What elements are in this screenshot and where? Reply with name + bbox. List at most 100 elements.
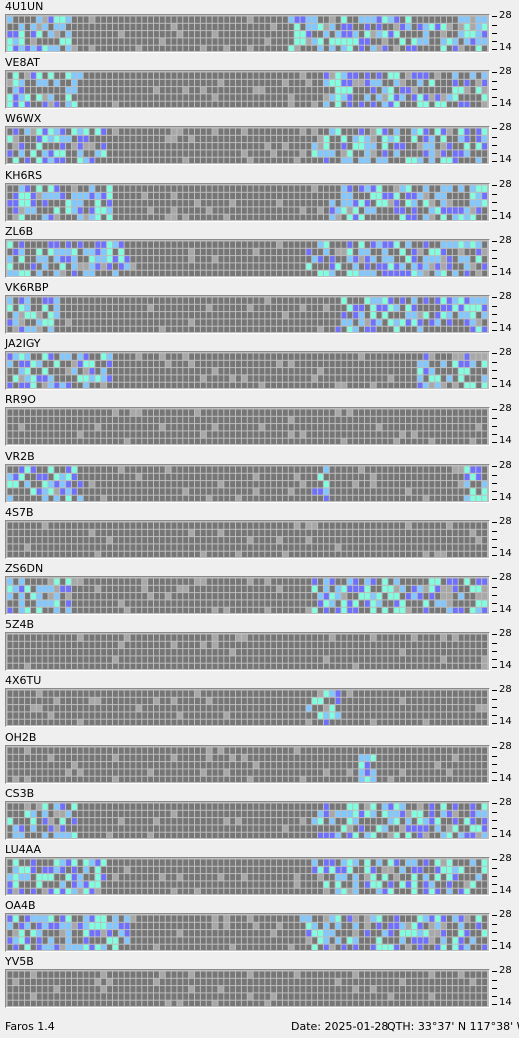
activity-cell [107, 241, 112, 248]
activity-cell [329, 241, 335, 248]
activity-cell [376, 522, 382, 529]
activity-cell [312, 593, 318, 600]
activity-cell [189, 585, 195, 593]
activity-cell [364, 136, 370, 143]
activity-cell [218, 634, 224, 641]
activity-cell [405, 529, 411, 536]
activity-cell [71, 143, 77, 150]
activity-cell [452, 480, 458, 487]
activity-cell [388, 382, 394, 389]
activity-cell [335, 72, 341, 79]
activity-cell [271, 424, 277, 431]
activity-cell [241, 23, 247, 31]
activity-cell [271, 297, 277, 304]
activity-cell [376, 641, 382, 649]
activity-cell [294, 544, 300, 551]
activity-cell [370, 600, 376, 607]
activity-cell [341, 304, 347, 312]
activity-cell [54, 649, 60, 656]
activity-cell [423, 72, 429, 79]
band-activity-grid [5, 182, 490, 222]
activity-cell [42, 143, 48, 150]
activity-cell [470, 431, 476, 439]
activity-cell [394, 241, 400, 248]
activity-cell [476, 522, 482, 529]
activity-cell [212, 600, 218, 607]
activity-cell [136, 38, 142, 45]
scale-tick [492, 353, 497, 355]
activity-cell [136, 128, 142, 136]
activity-cell [77, 326, 83, 332]
activity-cell [71, 360, 77, 368]
activity-cell [458, 128, 464, 136]
activity-cell [394, 214, 400, 220]
activity-cell [89, 382, 95, 389]
activity-cell [277, 79, 282, 87]
scale-tick [492, 217, 497, 219]
activity-cell [312, 607, 318, 613]
activity-cell [447, 417, 452, 424]
activity-cell [189, 466, 195, 473]
activity-cell [400, 326, 405, 332]
activity-cell [259, 241, 265, 248]
activity-cell [423, 45, 429, 51]
activity-cell [277, 649, 282, 656]
activity-cell [429, 578, 435, 585]
activity-cell [112, 593, 118, 600]
activity-cell [417, 23, 423, 31]
activity-cell [329, 150, 335, 158]
activity-cell [95, 544, 101, 551]
activity-cell [323, 214, 329, 220]
activity-cell [277, 38, 282, 45]
activity-cell [83, 375, 89, 382]
activity-cell [370, 255, 376, 263]
activity-cell [470, 424, 476, 431]
activity-cell [482, 312, 488, 319]
activity-cell [218, 578, 224, 585]
activity-cell [19, 94, 25, 101]
activity-cell [42, 31, 48, 38]
activity-cell [265, 522, 271, 529]
activity-cell [452, 248, 458, 255]
activity-cell [236, 551, 241, 557]
activity-cell [247, 297, 253, 304]
activity-cell [435, 38, 441, 45]
activity-cell [48, 312, 54, 319]
activity-cell [154, 495, 159, 501]
activity-cell [13, 536, 19, 544]
activity-cell [218, 375, 224, 382]
activity-cell [159, 128, 165, 136]
activity-cell [189, 206, 195, 214]
activity-cell [464, 656, 470, 663]
activity-cell [89, 634, 95, 641]
activity-cell [405, 38, 411, 45]
activity-cell [165, 241, 171, 248]
activity-cell [142, 439, 148, 445]
activity-cell [288, 87, 294, 94]
activity-cell [359, 214, 364, 220]
activity-cell [452, 128, 458, 136]
activity-cell [183, 360, 189, 368]
activity-cell [417, 368, 423, 375]
activity-cell [48, 255, 54, 263]
activity-cell [124, 31, 130, 38]
activity-cell [359, 656, 364, 663]
activity-cell [224, 649, 230, 656]
activity-cell [42, 544, 48, 551]
activity-cell [212, 319, 218, 326]
activity-cell [112, 656, 118, 663]
activity-cell [83, 150, 89, 158]
activity-cell [312, 473, 318, 480]
activity-cell [247, 353, 253, 360]
activity-cell [429, 360, 435, 368]
activity-cell [60, 593, 66, 600]
activity-cell [253, 551, 259, 557]
activity-cell [195, 199, 200, 206]
activity-cell [482, 585, 488, 593]
activity-cell [247, 649, 253, 656]
activity-cell [95, 199, 101, 206]
activity-cell [452, 536, 458, 544]
activity-cell [118, 87, 124, 94]
activity-cell [124, 326, 130, 332]
activity-cell [195, 16, 200, 23]
